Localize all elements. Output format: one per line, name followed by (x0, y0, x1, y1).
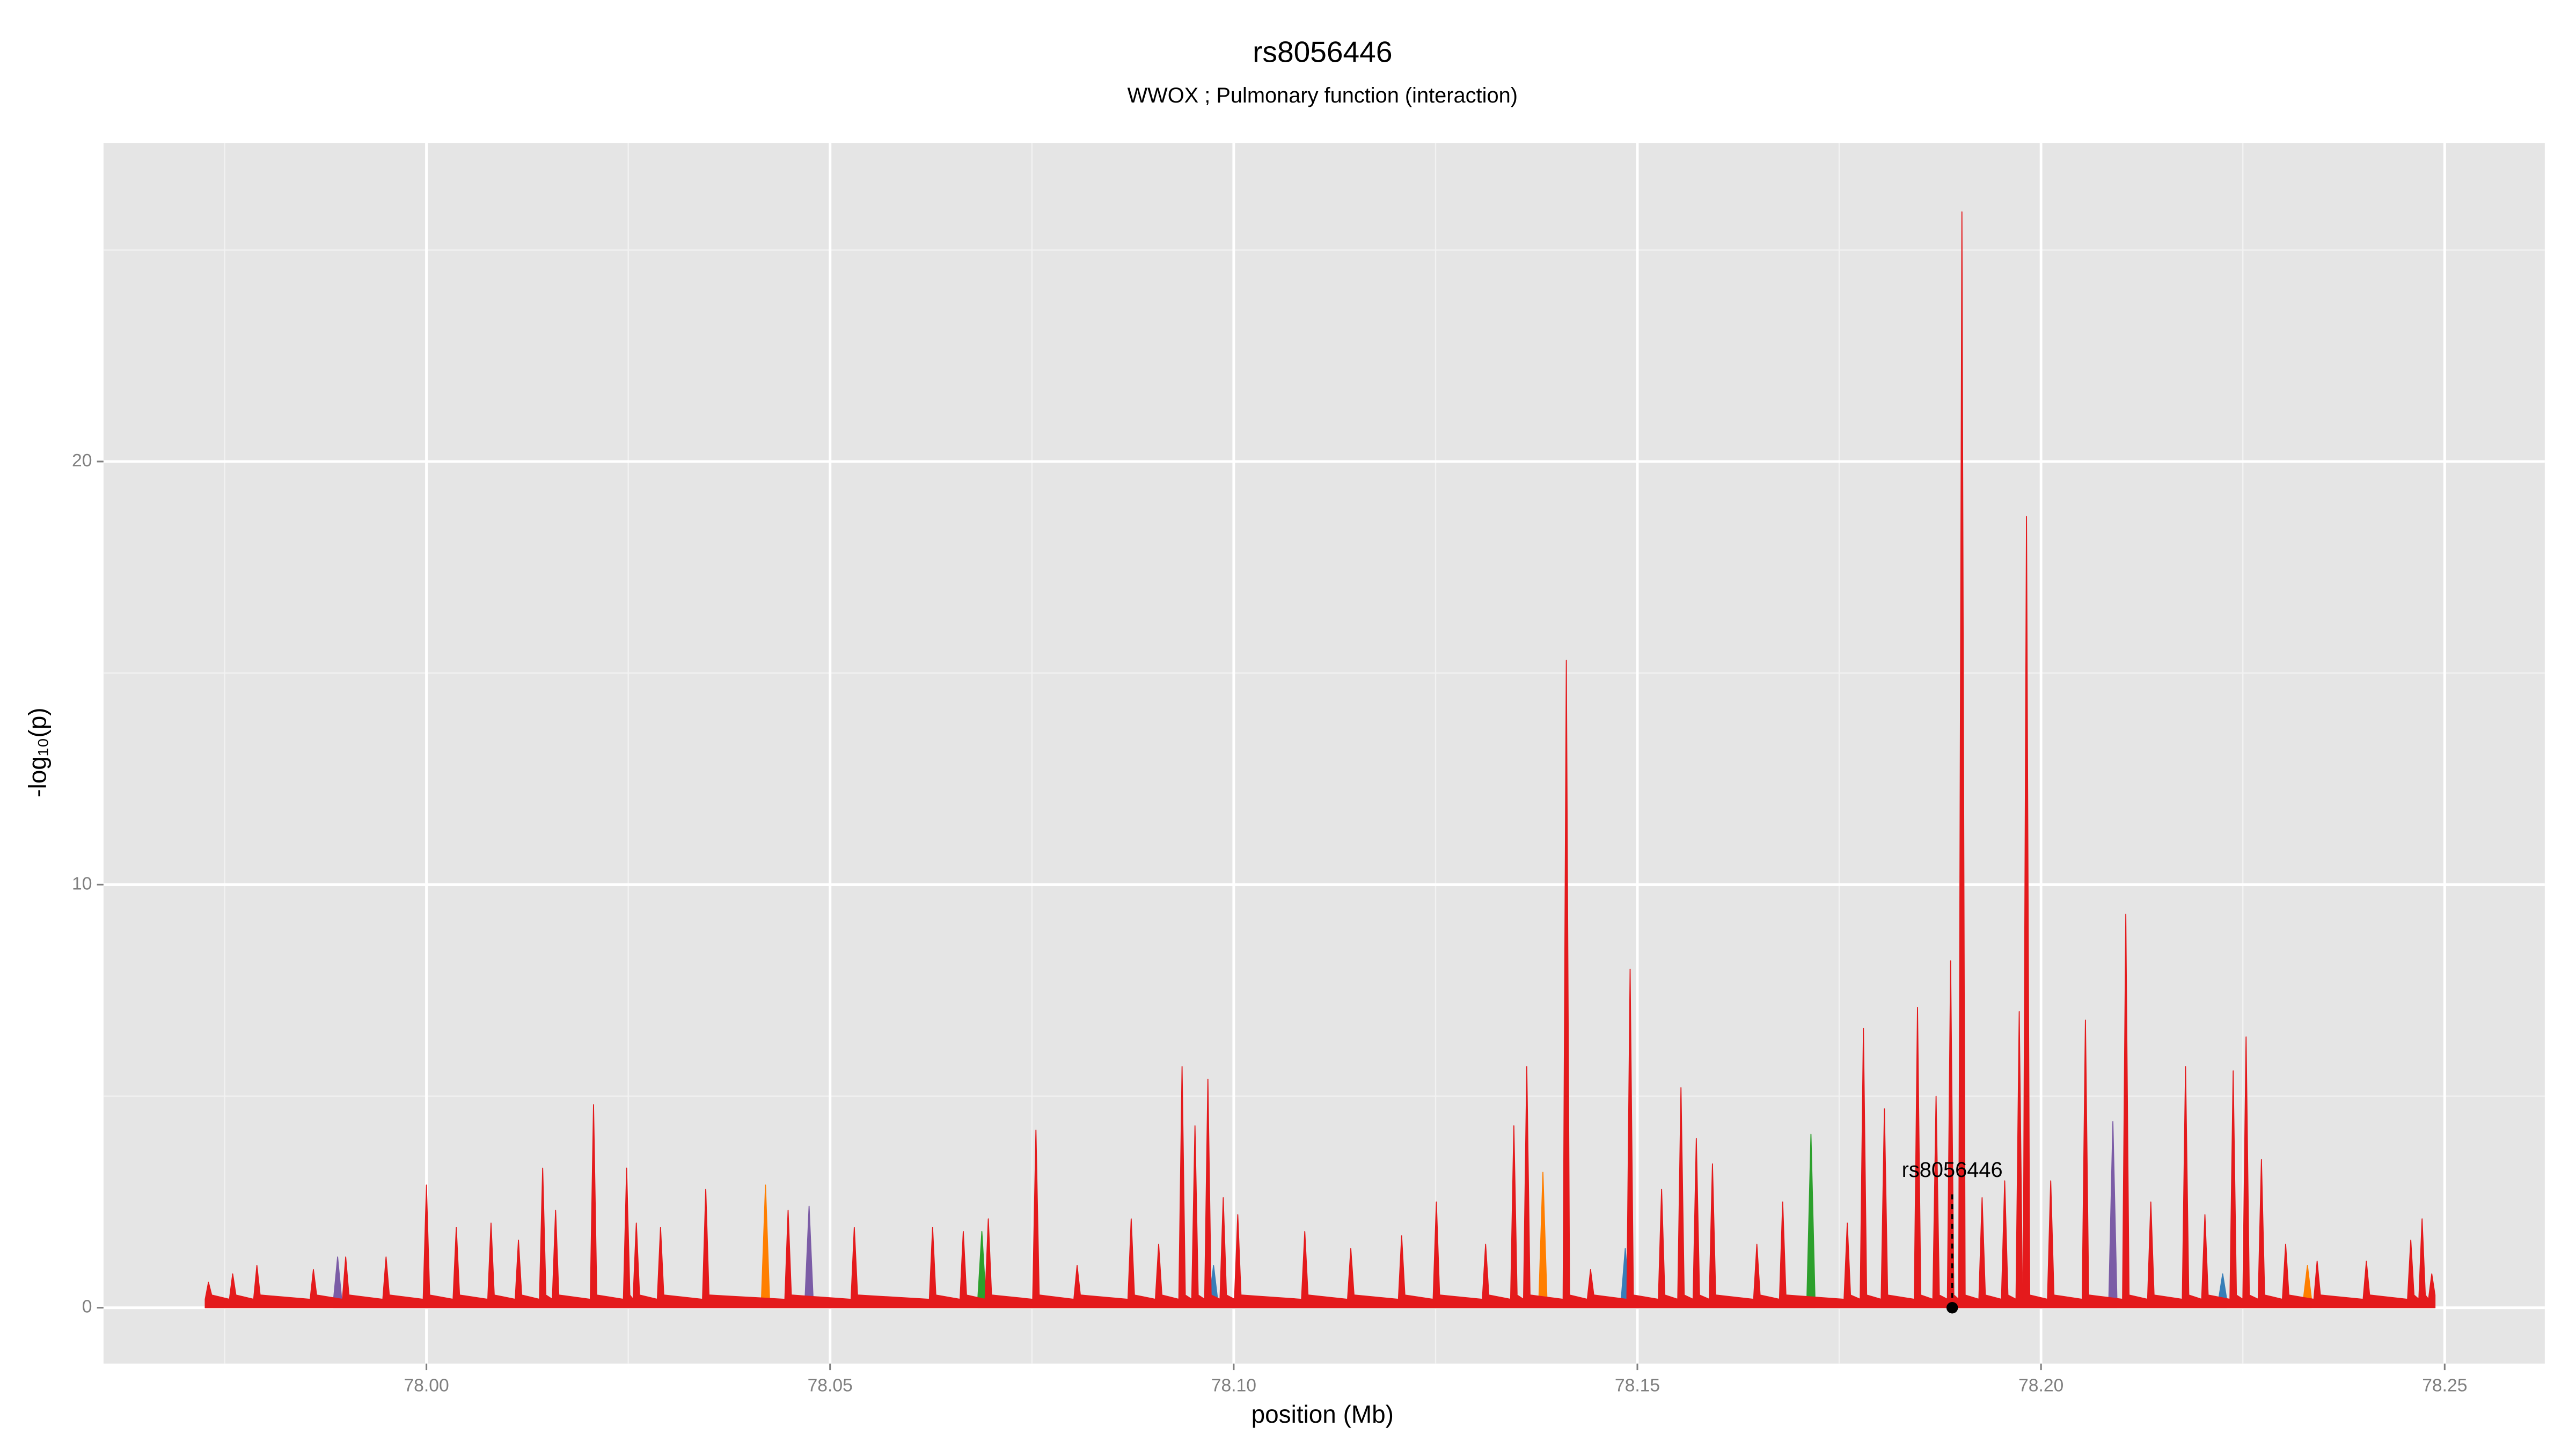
x-tick-label: 78.25 (2422, 1376, 2467, 1396)
y-tick-label: 20 (72, 451, 92, 471)
plot-area (103, 143, 2545, 1364)
annotation-point (1946, 1302, 1958, 1314)
chart-subtitle: WWOX ; Pulmonary function (interaction) (1128, 84, 1518, 107)
chart-title: rs8056446 (1253, 35, 1392, 69)
x-tick-label: 78.20 (2018, 1376, 2063, 1396)
x-tick-label: 78.05 (808, 1376, 853, 1396)
x-axis-label: position (Mb) (1252, 1400, 1394, 1428)
y-tick-label: 0 (82, 1297, 92, 1317)
x-tick-label: 78.10 (1211, 1376, 1256, 1396)
area (204, 211, 2436, 1308)
y-axis-label: -log₁₀(p) (24, 707, 52, 797)
y-tick-label: 10 (72, 874, 92, 894)
x-tick-label: 78.00 (404, 1376, 449, 1396)
annotation-label: rs8056446 (1902, 1158, 2003, 1182)
x-tick-label: 78.15 (1615, 1376, 1660, 1396)
